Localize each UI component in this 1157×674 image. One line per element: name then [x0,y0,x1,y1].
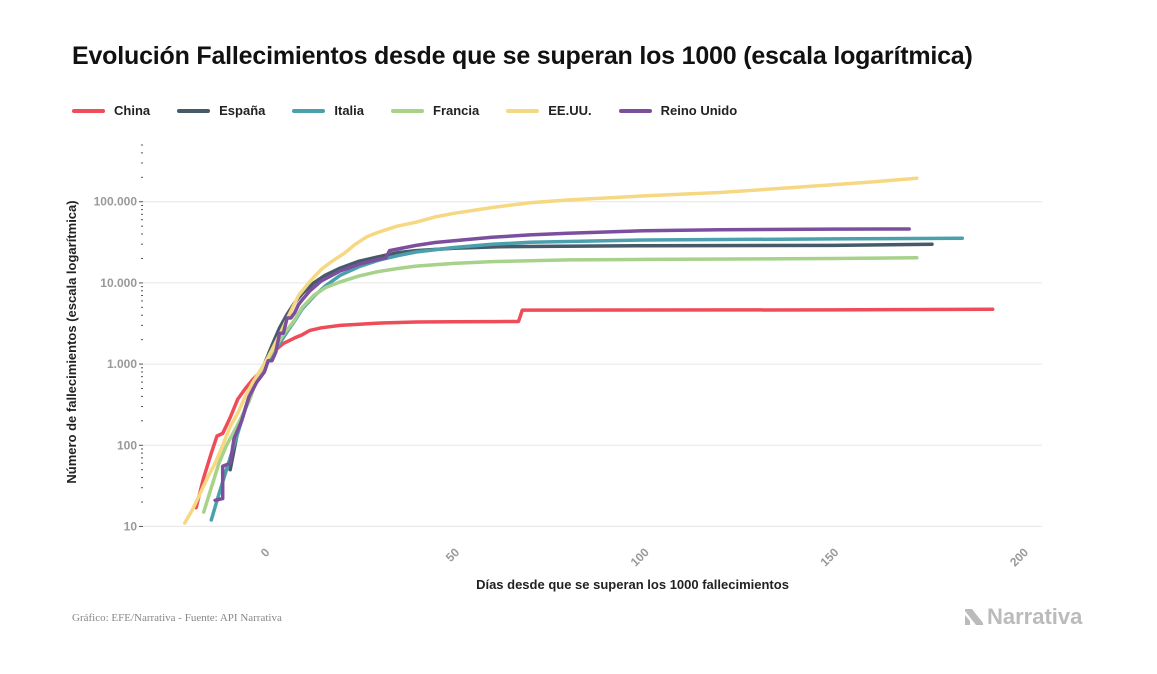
y-tick-label: 10.000 [100,276,137,290]
legend-item: Francia [391,103,479,118]
y-tick-label: 10 [124,519,138,533]
legend-item: Reino Unido [618,103,738,118]
legend-swatch [391,108,424,113]
legend-label: Francia [433,103,480,118]
x-tick-label: 0 [258,545,273,560]
legend-swatch [506,108,540,113]
legend-swatch [618,108,652,113]
legend-swatch [177,108,211,113]
x-tick-label: 50 [443,545,463,565]
brand-name: Narrativa [987,604,1083,629]
legend-item: EE.UU. [506,103,592,118]
x-tick-label: 200 [1007,545,1031,569]
series-line-china [194,307,995,510]
brand-logo: Narrativa [963,604,1082,630]
series-line-francia [201,256,919,514]
legend-item: Italia [292,103,364,118]
legend-label: China [114,103,151,118]
legend-label: España [219,103,266,118]
legend-swatch [292,108,326,113]
legend-label: Italia [334,103,364,118]
narrativa-logo-icon [965,609,983,625]
y-tick-label: 1.000 [107,357,137,371]
source-note: Gráfico: EFE/Narrativa - Fuente: API Nar… [72,612,282,624]
chart-title: Evolución Fallecimientos desde que se su… [72,42,973,70]
y-tick-label: 100 [117,438,137,452]
x-axis-title: Días desde que se superan los 1000 falle… [476,577,789,592]
y-axis-title: Número de fallecimientos (escala logarít… [64,200,79,483]
series-line-reino-unido [213,227,911,503]
x-tick-label: 100 [628,545,652,569]
legend-swatch [72,108,105,113]
y-tick-label: 100.000 [94,195,138,209]
legend-label: EE.UU. [548,103,592,118]
chart-legend: China España Italia Francia EE.UU. Reino Unid… [72,103,764,118]
series-line-ee-uu [182,176,919,525]
legend-item: China [72,103,150,118]
legend-item: España [177,103,265,118]
legend-label: Reino Unido [660,103,738,118]
x-tick-label: 150 [817,545,841,569]
